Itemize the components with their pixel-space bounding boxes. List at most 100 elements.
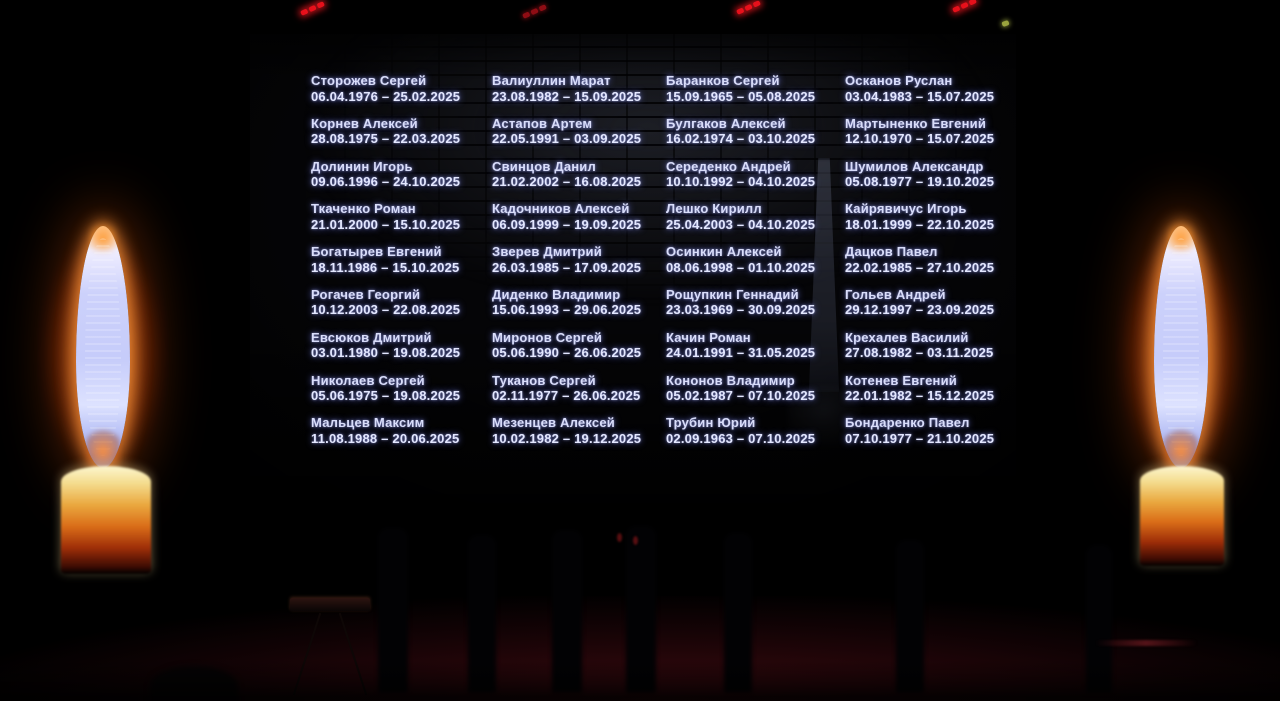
life-dates: 11.08.1988 – 20.06.2025 [311, 430, 460, 446]
life-dates: 23.03.1969 – 30.09.2025 [666, 302, 816, 318]
person-name: Ткаченко Роман [311, 201, 416, 217]
memorial-entry: Зверев Дмитрий 26.03.1985 – 17.09.2025 [492, 245, 666, 288]
person-name: Рогачев Георгий [311, 286, 421, 302]
life-dates: 27.08.1982 – 03.11.2025 [845, 345, 994, 361]
teal-stage-light [1001, 19, 1010, 28]
person-name: Мезенцев Алексей [492, 415, 615, 431]
flame-scanlines [1162, 238, 1200, 456]
red-light-dot [316, 1, 325, 9]
flame-scanlines [84, 238, 122, 456]
life-dates: 10.10.1992 – 04.10.2025 [666, 174, 816, 190]
life-dates: 15.06.1993 – 29.06.2025 [492, 302, 642, 318]
memorial-entry: Туканов Сергей 02.11.1977 – 26.06.2025 [492, 372, 666, 417]
life-dates: 02.11.1977 – 26.06.2025 [492, 388, 641, 404]
life-dates: 09.06.1996 – 24.10.2025 [311, 174, 461, 190]
flame-base-glow [86, 426, 120, 472]
person-name: Астапов Артем [492, 115, 593, 131]
memorial-entry: Рогачев Георгий 10.12.2003 – 22.08.2025 [311, 286, 492, 331]
memorial-entry: Миронов Сергей 05.06.1990 – 26.06.2025 [492, 329, 666, 374]
person-name: Богатырев Евгений [311, 244, 442, 260]
memorial-entry: Мальцев Максим 11.08.1988 – 20.06.2025 [311, 416, 492, 459]
memorial-entry: Ткаченко Роман 21.01.2000 – 15.10.2025 [311, 202, 492, 245]
memorial-entry: Осканов Руслан 03.04.1983 – 15.07.2025 [845, 73, 1005, 117]
red-light-dot [968, 0, 977, 6]
red-glint [633, 536, 638, 545]
life-dates: 24.01.1991 – 31.05.2025 [666, 345, 816, 361]
life-dates: 03.04.1983 – 15.07.2025 [845, 88, 995, 104]
person-name: Николаев Сергей [311, 372, 425, 388]
person-name: Осинкин Алексей [666, 244, 782, 260]
person-name: Трубин Юрий [666, 415, 756, 431]
red-light-dot [952, 5, 961, 13]
life-dates: 18.11.1986 – 15.10.2025 [311, 259, 460, 275]
person-name: Булгаков Алексей [666, 115, 786, 131]
person-name: Качин Роман [666, 329, 751, 345]
life-dates: 22.02.1985 – 27.10.2025 [845, 259, 995, 275]
person-name: Кайрявичус Игорь [845, 201, 967, 217]
memorial-entry: Свинцов Данил 21.02.2002 – 16.08.2025 [492, 158, 666, 203]
red-light-dot [300, 8, 309, 16]
person-name: Кадочников Алексей [492, 201, 630, 217]
memorial-entry: Сторожев Сергей 06.04.1976 – 25.02.2025 [311, 73, 492, 117]
memorial-entry: Крехалев Василий 27.08.1982 – 03.11.2025 [845, 330, 1005, 374]
person-name: Шумилов Александр [845, 158, 984, 174]
flame-tip [90, 218, 116, 252]
person-name: Гольев Андрей [845, 286, 946, 302]
memorial-entry: Валиуллин Марат 23.08.1982 – 15.09.2025 [492, 73, 666, 117]
bottom-shadow [0, 660, 1280, 701]
red-glint [617, 533, 622, 542]
memorial-entry: Середенко Андрей 10.10.1992 – 04.10.2025 [666, 159, 845, 203]
memorial-entry: Долинин Игорь 09.06.1996 – 24.10.2025 [311, 158, 492, 203]
red-stage-light [736, 0, 761, 15]
memorial-entry: Кадочников Алексей 06.09.1999 – 19.09.202… [492, 202, 666, 245]
life-dates: 22.05.1991 – 03.09.2025 [492, 131, 642, 147]
memorial-entry: Диденко Владимир 15.06.1993 – 29.06.2025 [492, 287, 666, 331]
life-dates: 10.02.1982 – 19.12.2025 [492, 430, 642, 446]
candle-body [61, 466, 151, 574]
person-name: Мартыненко Евгений [845, 115, 987, 131]
life-dates: 05.08.1977 – 19.10.2025 [845, 174, 995, 190]
person-name: Рощупкин Геннадий [666, 286, 799, 302]
life-dates: 28.08.1975 – 22.03.2025 [311, 131, 461, 147]
life-dates: 05.02.1987 – 07.10.2025 [666, 388, 816, 404]
memorial-entry: Гольев Андрей 29.12.1997 – 23.09.2025 [845, 286, 1005, 331]
memorial-entry: Шумилов Александр 05.08.1977 – 19.10.2025 [845, 158, 1005, 203]
person-name: Миронов Сергей [492, 329, 603, 345]
memorial-entry: Астапов Артем 22.05.1991 – 03.09.2025 [492, 115, 666, 160]
memorial-entry: Богатырев Евгений 18.11.1986 – 15.10.2025 [311, 245, 492, 288]
candle-flame [76, 218, 130, 472]
life-dates: 26.03.1985 – 17.09.2025 [492, 259, 642, 275]
person-name: Валиуллин Марат [492, 73, 611, 88]
person-name: Мальцев Максим [311, 415, 425, 431]
memorial-entry: Мартыненко Евгений 12.10.1970 – 15.07.202… [845, 115, 1005, 160]
memorial-entry: Рощупкин Геннадий 23.03.1969 – 30.09.2025 [666, 286, 845, 331]
person-name: Баранков Сергей [666, 73, 780, 88]
life-dates: 12.10.1970 – 15.07.2025 [845, 131, 995, 147]
candle-body [1140, 466, 1224, 566]
red-light-dot [752, 0, 761, 8]
person-name: Корнев Алексей [311, 115, 418, 131]
red-light-dot [736, 7, 745, 15]
memorial-entry: Баранков Сергей 15.09.1965 – 05.08.2025 [666, 73, 845, 117]
keyboard-stand [290, 598, 370, 611]
memorial-entry: Кайрявичус Игорь 18.01.1999 – 22.10.2025 [845, 202, 1005, 245]
life-dates: 05.06.1990 – 26.06.2025 [492, 345, 642, 361]
person-name: Долинин Игорь [311, 158, 413, 174]
red-light-dot [744, 3, 753, 12]
life-dates: 23.08.1982 – 15.09.2025 [492, 88, 642, 104]
life-dates: 06.04.1976 – 25.02.2025 [311, 88, 461, 104]
memorial-entry: Евсюков Дмитрий 03.01.1980 – 19.08.2025 [311, 330, 492, 374]
person-name: Туканов Сергей [492, 372, 596, 388]
life-dates: 10.12.2003 – 22.08.2025 [311, 302, 461, 318]
life-dates: 29.12.1997 – 23.09.2025 [845, 302, 995, 318]
life-dates: 03.01.1980 – 19.08.2025 [311, 345, 461, 361]
person-name: Осканов Руслан [845, 73, 953, 88]
red-light-reflection [1095, 640, 1197, 646]
memorial-entry: Трубин Юрий 02.09.1963 – 07.10.2025 [666, 416, 845, 459]
person-name: Котенев Евгений [845, 372, 957, 388]
memorial-entry: Осинкин Алексей 08.06.1998 – 01.10.2025 [666, 245, 845, 288]
person-name: Свинцов Данил [492, 158, 596, 174]
person-name: Сторожев Сергей [311, 73, 427, 88]
life-dates: 16.02.1974 – 03.10.2025 [666, 131, 816, 147]
